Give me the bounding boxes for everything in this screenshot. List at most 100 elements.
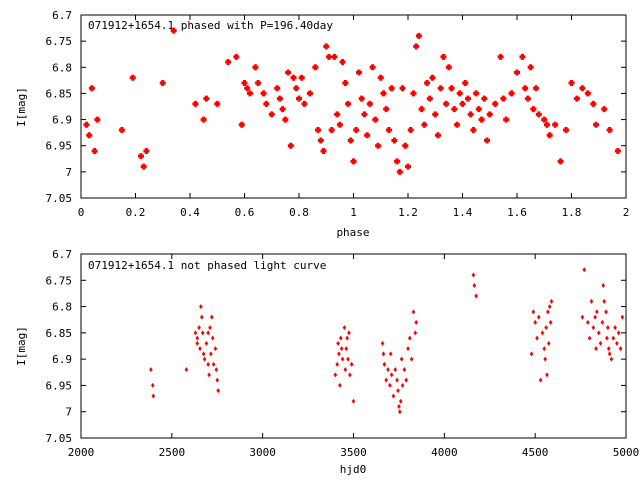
data-point	[206, 330, 210, 336]
data-point	[600, 319, 605, 325]
data-point	[481, 95, 488, 102]
data-point	[204, 340, 209, 346]
data-point	[244, 85, 251, 92]
axis-ticks: 0 0.2 0.4 0.6 0.8 1 1.2 1.4 1.6 1.8 2 6.7 6.75 6.8 6.8…	[46, 9, 630, 219]
data-point	[210, 314, 214, 320]
data-point	[389, 372, 394, 378]
data-point	[195, 335, 200, 341]
data-point	[380, 340, 385, 346]
plot-frame	[80, 253, 627, 439]
data-point	[589, 298, 594, 304]
data-point	[411, 309, 416, 315]
unphased-light-curve-panel: 071912+1654.1 not phased light curve hjd…	[15, 248, 639, 476]
data-point	[410, 90, 417, 97]
x-tick-label: 1.8	[562, 206, 582, 219]
data-point	[546, 309, 550, 315]
data-point	[580, 314, 585, 320]
data-point	[353, 127, 360, 134]
x-tick-label: 3500	[340, 446, 367, 459]
data-point	[459, 100, 466, 107]
data-point	[200, 314, 204, 320]
data-point	[200, 330, 205, 336]
data-point	[437, 85, 444, 92]
data-point	[118, 127, 125, 134]
data-point	[409, 356, 414, 362]
data-point	[413, 330, 418, 336]
data-point	[306, 90, 313, 97]
data-point	[607, 351, 612, 357]
data-point	[473, 90, 480, 97]
data-point	[538, 377, 543, 383]
data-point	[514, 69, 520, 76]
data-point	[426, 95, 433, 102]
data-point	[399, 85, 406, 92]
data-point	[350, 158, 357, 165]
data-point	[317, 137, 324, 144]
data-point	[492, 100, 499, 107]
data-point	[151, 393, 156, 399]
data-point	[474, 293, 478, 299]
data-point	[203, 95, 210, 102]
y-tick-label: 7.05	[46, 192, 73, 205]
data-point	[159, 79, 166, 86]
data-point	[312, 64, 319, 71]
data-point	[282, 116, 289, 123]
data-point	[445, 64, 452, 71]
data-point	[274, 85, 281, 92]
data-point	[591, 325, 596, 331]
data-point	[149, 367, 153, 373]
data-point	[471, 272, 476, 278]
data-point	[137, 153, 144, 160]
data-point	[150, 382, 155, 388]
data-point	[210, 335, 215, 341]
data-point	[543, 121, 550, 128]
data-point	[508, 90, 515, 97]
data-point	[343, 367, 348, 373]
data-point	[202, 356, 207, 362]
data-point	[579, 85, 586, 92]
data-point	[320, 147, 327, 154]
y-tick-label: 6.7	[52, 248, 72, 261]
data-point	[355, 69, 362, 76]
x-tick-label: 0.4	[180, 206, 200, 219]
data-point	[524, 95, 531, 102]
data-point	[88, 85, 95, 92]
data-point	[464, 95, 471, 102]
data-point	[440, 53, 447, 60]
data-point	[467, 111, 474, 118]
data-point	[206, 361, 210, 367]
data-point	[391, 393, 396, 399]
y-tick-label: 6.85	[46, 87, 73, 100]
data-point	[129, 74, 136, 81]
data-point	[604, 309, 608, 315]
data-point	[616, 330, 621, 336]
x-axis-label: phase	[336, 226, 369, 239]
data-point	[388, 351, 393, 357]
data-point	[397, 403, 401, 409]
data-point	[545, 372, 549, 378]
data-point	[336, 121, 343, 128]
data-point	[456, 90, 463, 97]
data-point	[293, 85, 300, 92]
data-point	[197, 325, 201, 331]
data-point	[407, 127, 414, 134]
data-point	[338, 382, 342, 388]
data-point	[241, 79, 248, 86]
data-point	[358, 95, 365, 102]
data-point	[83, 121, 90, 128]
data-point	[225, 59, 232, 66]
data-point	[472, 283, 477, 289]
data-point	[454, 121, 461, 128]
data-point	[342, 79, 349, 86]
data-point	[530, 106, 537, 113]
data-point	[424, 79, 431, 86]
data-point	[503, 116, 510, 123]
data-point	[413, 43, 420, 50]
data-point	[408, 335, 412, 341]
x-tick-label: 2500	[159, 446, 186, 459]
data-point	[594, 346, 598, 352]
data-point	[385, 127, 392, 134]
data-point	[364, 132, 371, 139]
data-point	[184, 367, 189, 373]
